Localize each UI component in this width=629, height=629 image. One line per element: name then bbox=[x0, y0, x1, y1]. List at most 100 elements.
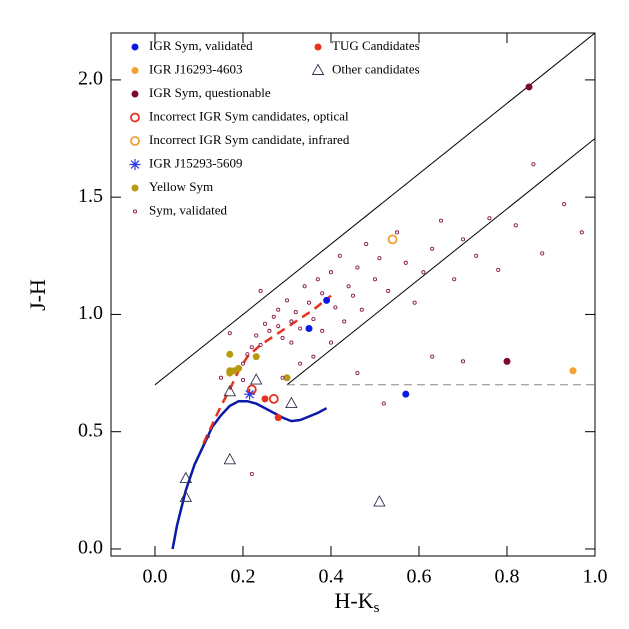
data-point bbox=[235, 364, 243, 372]
data-point bbox=[320, 328, 325, 333]
data-point bbox=[274, 414, 282, 422]
data-point bbox=[227, 331, 232, 336]
data-point bbox=[240, 378, 246, 383]
data-point bbox=[283, 374, 291, 382]
data-point bbox=[244, 388, 256, 400]
x-axis-label: H-Ks bbox=[335, 588, 380, 616]
data-point bbox=[403, 260, 408, 265]
data-point bbox=[271, 314, 276, 319]
legend-label: Sym, validated bbox=[149, 202, 227, 217]
data-point bbox=[289, 340, 294, 345]
data-point bbox=[223, 384, 237, 397]
model-curve bbox=[202, 294, 332, 444]
data-point bbox=[258, 342, 263, 347]
data-point bbox=[268, 393, 279, 404]
data-point bbox=[289, 319, 294, 324]
legend-label: Other candidates bbox=[332, 61, 420, 76]
x-tick-label: 0.2 bbox=[231, 566, 256, 588]
data-point bbox=[179, 490, 193, 502]
model-curve bbox=[171, 399, 328, 550]
data-point bbox=[284, 298, 290, 303]
data-point bbox=[276, 307, 281, 312]
data-point bbox=[280, 335, 285, 340]
x-tick-label: 0.4 bbox=[319, 566, 344, 588]
data-point bbox=[249, 471, 254, 476]
data-point bbox=[306, 300, 312, 305]
data-point bbox=[179, 471, 193, 484]
y-tick-label: 1.5 bbox=[78, 185, 103, 207]
legend-marker bbox=[311, 63, 325, 75]
data-point bbox=[373, 495, 386, 507]
data-point bbox=[513, 223, 518, 228]
data-point bbox=[302, 284, 307, 289]
data-point bbox=[525, 83, 533, 91]
legend-marker bbox=[131, 67, 139, 74]
data-point bbox=[474, 253, 479, 258]
data-point bbox=[355, 371, 360, 376]
data-point bbox=[267, 328, 272, 333]
data-point bbox=[438, 218, 444, 223]
data-point bbox=[487, 216, 492, 221]
legend-label: Yellow Sym bbox=[149, 179, 213, 194]
data-point bbox=[579, 230, 584, 235]
reference-line bbox=[154, 33, 595, 386]
data-point bbox=[430, 246, 435, 251]
data-point bbox=[323, 296, 331, 304]
data-point bbox=[355, 265, 360, 270]
data-point bbox=[205, 434, 210, 439]
y-axis-label: J-H bbox=[25, 279, 50, 311]
data-point bbox=[562, 202, 567, 207]
data-point bbox=[377, 256, 382, 261]
data-point bbox=[249, 373, 263, 385]
x-tick-label: 1.0 bbox=[583, 566, 608, 588]
legend-marker bbox=[130, 136, 140, 146]
data-point bbox=[333, 305, 338, 310]
data-point bbox=[359, 307, 364, 312]
plot-frame bbox=[110, 32, 596, 557]
data-point bbox=[569, 367, 577, 375]
data-point bbox=[328, 340, 334, 345]
y-tick-label: 0.0 bbox=[78, 537, 103, 559]
data-point bbox=[315, 277, 320, 282]
data-point bbox=[298, 326, 303, 331]
legend-label: Incorrect IGR Sym candidate, infrared bbox=[149, 132, 350, 147]
x-axis-label-main: H-K bbox=[335, 588, 374, 613]
legend-marker bbox=[129, 159, 141, 170]
data-point bbox=[246, 384, 257, 395]
data-point bbox=[226, 350, 234, 358]
data-point bbox=[223, 452, 237, 465]
data-point bbox=[285, 396, 298, 409]
legend-marker bbox=[131, 90, 139, 98]
legend-label: TUG Candidates bbox=[332, 38, 420, 53]
data-point bbox=[386, 288, 391, 294]
data-point bbox=[293, 310, 298, 315]
legend-marker bbox=[131, 184, 139, 192]
data-point bbox=[261, 395, 269, 403]
data-point bbox=[394, 230, 400, 235]
legend-marker bbox=[314, 43, 322, 51]
data-point bbox=[381, 401, 386, 406]
x-tick-label: 0.8 bbox=[495, 566, 520, 588]
y-tick-label: 2.0 bbox=[78, 67, 103, 89]
data-point bbox=[337, 253, 342, 258]
legend-label: Incorrect IGR Sym candidates, optical bbox=[149, 108, 349, 123]
legend-label: IGR J16293-4603 bbox=[149, 61, 243, 76]
data-point bbox=[311, 354, 316, 359]
x-tick-label: 0.6 bbox=[407, 566, 432, 588]
data-point bbox=[328, 270, 334, 275]
legend-label: IGR J15293-5609 bbox=[149, 155, 243, 170]
data-point bbox=[320, 291, 325, 296]
x-tick-label: 0.0 bbox=[143, 566, 168, 588]
data-point bbox=[460, 237, 466, 242]
data-point bbox=[254, 333, 259, 338]
data-point bbox=[372, 277, 378, 282]
data-point bbox=[262, 321, 268, 326]
data-point bbox=[249, 345, 254, 350]
x-axis-label-subscript: s bbox=[374, 600, 380, 616]
data-point bbox=[311, 317, 316, 322]
data-point bbox=[305, 325, 313, 333]
data-point bbox=[496, 267, 501, 272]
data-point bbox=[342, 319, 347, 324]
data-point bbox=[421, 270, 426, 275]
